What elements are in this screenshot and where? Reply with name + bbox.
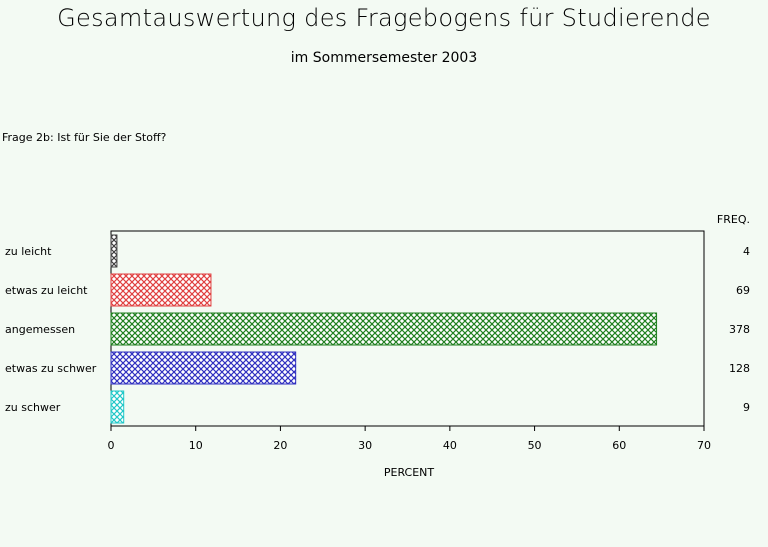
category-label: angemessen — [5, 323, 75, 336]
freq-value: 9 — [743, 401, 750, 414]
x-tick-label: 10 — [189, 439, 203, 452]
bar-0 — [110, 234, 118, 268]
x-tick-label: 30 — [358, 439, 372, 452]
x-tick-label: 60 — [612, 439, 626, 452]
category-label: zu schwer — [5, 401, 61, 414]
x-tick-label: 70 — [697, 439, 711, 452]
bar-3 — [110, 351, 297, 385]
category-label: etwas zu schwer — [5, 362, 97, 375]
freq-value: 128 — [729, 362, 750, 375]
category-label: etwas zu leicht — [5, 284, 88, 297]
chart-title: Gesamtauswertung des Fragebogens für Stu… — [57, 4, 711, 32]
category-label: zu leicht — [5, 245, 52, 258]
bar-2 — [110, 312, 658, 346]
bar-1 — [110, 273, 212, 307]
x-tick-label: 20 — [273, 439, 287, 452]
freq-value: 4 — [743, 245, 750, 258]
freq-value: 378 — [729, 323, 750, 336]
bar-4 — [110, 390, 125, 424]
x-tick-label: 40 — [443, 439, 457, 452]
chart-subtitle: im Sommersemester 2003 — [290, 50, 478, 66]
x-tick-label: 50 — [528, 439, 542, 452]
freq-value: 69 — [736, 284, 750, 297]
freq-header: FREQ. — [717, 213, 750, 226]
x-axis-label: PERCENT — [384, 466, 435, 479]
x-tick-label: 0 — [108, 439, 115, 452]
question-label: Frage 2b: Ist für Sie der Stoff? — [2, 131, 167, 144]
